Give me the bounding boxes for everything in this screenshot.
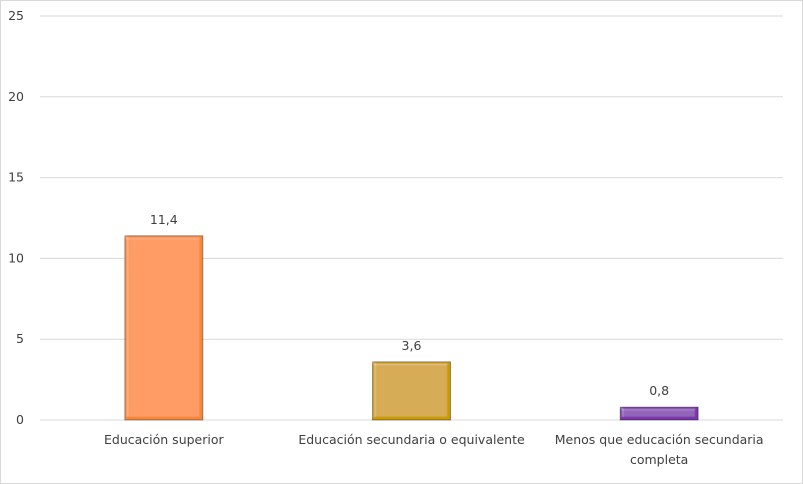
x-category-label: completa xyxy=(630,452,688,467)
y-tick-label: 15 xyxy=(8,170,24,185)
data-label: 3,6 xyxy=(402,338,422,353)
data-label: 0,8 xyxy=(649,383,669,398)
x-category-label: Educación superior xyxy=(104,432,224,447)
y-tick-label: 0 xyxy=(16,412,24,427)
data-label: 11,4 xyxy=(150,212,178,227)
y-tick-label: 10 xyxy=(8,250,24,265)
y-tick-label: 5 xyxy=(16,331,24,346)
bar xyxy=(124,235,204,421)
y-tick-label: 25 xyxy=(8,8,24,23)
y-tick-label: 20 xyxy=(8,89,24,104)
bar xyxy=(372,361,451,421)
bar xyxy=(619,406,699,421)
x-category-label: Educación secundaria o equivalente xyxy=(298,432,525,447)
x-category-label: Menos que educación secundaria xyxy=(555,432,764,447)
